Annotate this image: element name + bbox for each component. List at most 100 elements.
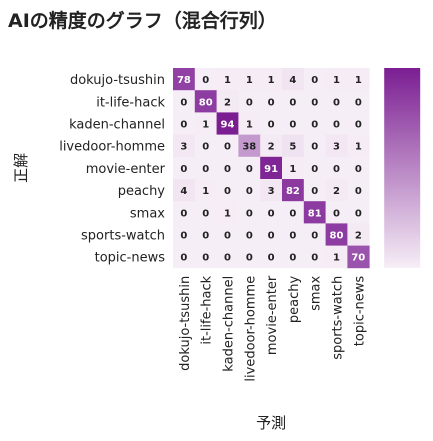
heatmap-cell <box>347 156 370 180</box>
heatmap-cell <box>194 112 217 135</box>
heatmap-cell <box>303 156 326 180</box>
heatmap-cell <box>173 156 196 180</box>
cell-value-label: 0 <box>180 120 187 131</box>
heatmap-cell <box>194 223 217 246</box>
heatmap-cell <box>347 134 370 158</box>
cell-value-label: 2 <box>224 97 231 108</box>
heatmap-cell <box>216 223 239 246</box>
cell-value-label: 2 <box>268 142 275 153</box>
cell-value-label: 0 <box>311 253 318 264</box>
y-tick-label: sports-watch <box>81 229 165 244</box>
cell-value-label: 0 <box>355 120 362 131</box>
heatmap-cell <box>238 245 261 269</box>
heatmap-cell <box>216 134 239 158</box>
row-labels: dokujo-tsushin it-life-hack kaden-channel l… <box>59 73 165 266</box>
heatmap-cell <box>282 156 305 180</box>
heatmap-cell <box>282 223 305 246</box>
y-tick-label: movie-enter <box>86 162 166 177</box>
cell-value-label: 2 <box>333 186 340 197</box>
cell-value-label: 0 <box>289 208 296 219</box>
heatmap-cell <box>260 68 283 91</box>
heatmap-cell <box>238 156 261 180</box>
heatmap-cell <box>216 156 239 180</box>
heatmap-cell <box>216 245 239 269</box>
y-tick-label: smax <box>130 206 165 221</box>
cell-value-label: 0 <box>224 253 231 264</box>
cell-value-label: 91 <box>264 164 278 175</box>
cell-value-label: 3 <box>180 142 187 153</box>
heatmap-cell <box>173 179 196 202</box>
cell-value-label: 1 <box>333 75 340 86</box>
cell-value-label: 0 <box>355 208 362 219</box>
cell-value-label: 0 <box>202 142 209 153</box>
heatmap-cell <box>347 223 370 246</box>
cell-value-label: 78 <box>177 75 191 86</box>
cell-value-label: 0 <box>311 120 318 131</box>
cell-value-label: 0 <box>268 120 275 131</box>
x-tick-label: smax <box>309 276 324 311</box>
cell-value-label: 0 <box>311 142 318 153</box>
cell-value-label: 0 <box>311 75 318 86</box>
heatmap-cell <box>325 201 348 224</box>
heatmap-cell <box>260 179 283 202</box>
cell-value-label: 0 <box>180 253 187 264</box>
heatmap-cell <box>216 179 239 202</box>
heatmap-cell <box>194 201 217 224</box>
cell-value-label: 0 <box>289 120 296 131</box>
cell-value-label: 0 <box>355 97 362 108</box>
x-tick-label: movie-enter <box>265 275 280 355</box>
y-axis-title: 正解 <box>12 153 30 183</box>
y-tick-label: it-life-hack <box>96 95 165 110</box>
heatmap-cell <box>238 68 261 91</box>
heatmap-cell <box>194 68 217 91</box>
heatmap-cell <box>347 245 370 269</box>
heatmap-cell <box>303 179 326 202</box>
cell-value-label: 0 <box>333 208 340 219</box>
cell-value-label: 0 <box>224 231 231 242</box>
cell-value-label: 0 <box>224 186 231 197</box>
cell-value-label: 0 <box>246 208 253 219</box>
cell-value-label: 0 <box>311 164 318 175</box>
cell-value-label: 0 <box>224 164 231 175</box>
colorbar <box>384 68 421 268</box>
cell-value-label: 1 <box>289 164 296 175</box>
x-tick-label: sports-watch <box>331 276 346 360</box>
cell-value-label: 0 <box>202 253 209 264</box>
heatmap-cell <box>173 134 196 158</box>
cell-value-label: 0 <box>311 186 318 197</box>
cell-value-label: 1 <box>224 208 231 219</box>
heatmap-cells: 78 0 1 1 1 4 0 1 10 80 2 0 0 0 0 0 00 1 94 1 0 0 0 0 03 0 0 38 2 5 0 3 1… <box>173 68 370 269</box>
cell-value-label: 38 <box>242 142 256 153</box>
cell-value-label: 3 <box>268 186 275 197</box>
cell-value-label: 0 <box>268 208 275 219</box>
heatmap-cell <box>325 156 348 180</box>
cell-value-label: 4 <box>180 186 187 197</box>
cell-value-label: 1 <box>268 75 275 86</box>
cell-value-label: 0 <box>268 231 275 242</box>
heatmap-cell <box>303 223 326 246</box>
heatmap-cell <box>282 179 305 202</box>
x-tick-label: topic-news <box>352 276 367 347</box>
heatmap-cell <box>347 90 370 113</box>
cell-value-label: 0 <box>289 231 296 242</box>
heatmap-cell <box>282 90 305 113</box>
heatmap-cell <box>238 179 261 202</box>
heatmap-cell <box>238 201 261 224</box>
heatmap-cell <box>216 90 239 113</box>
heatmap-cell <box>325 179 348 202</box>
y-tick-label: kaden-channel <box>69 118 165 133</box>
cell-value-label: 2 <box>355 231 362 242</box>
heatmap-cell <box>325 134 348 158</box>
heatmap-cell <box>260 90 283 113</box>
heatmap-cell <box>260 134 283 158</box>
cell-value-label: 4 <box>289 75 296 86</box>
heatmap-cell <box>173 90 196 113</box>
cell-value-label: 0 <box>246 97 253 108</box>
heatmap-cell <box>260 156 283 180</box>
x-tick-label: dokujo-tsushin <box>178 276 193 371</box>
column-labels: dokujo-tsushin it-life-hack kaden-channel l… <box>178 275 367 381</box>
cell-value-label: 5 <box>289 142 296 153</box>
cell-value-label: 80 <box>330 231 344 242</box>
cell-value-label: 81 <box>308 208 322 219</box>
